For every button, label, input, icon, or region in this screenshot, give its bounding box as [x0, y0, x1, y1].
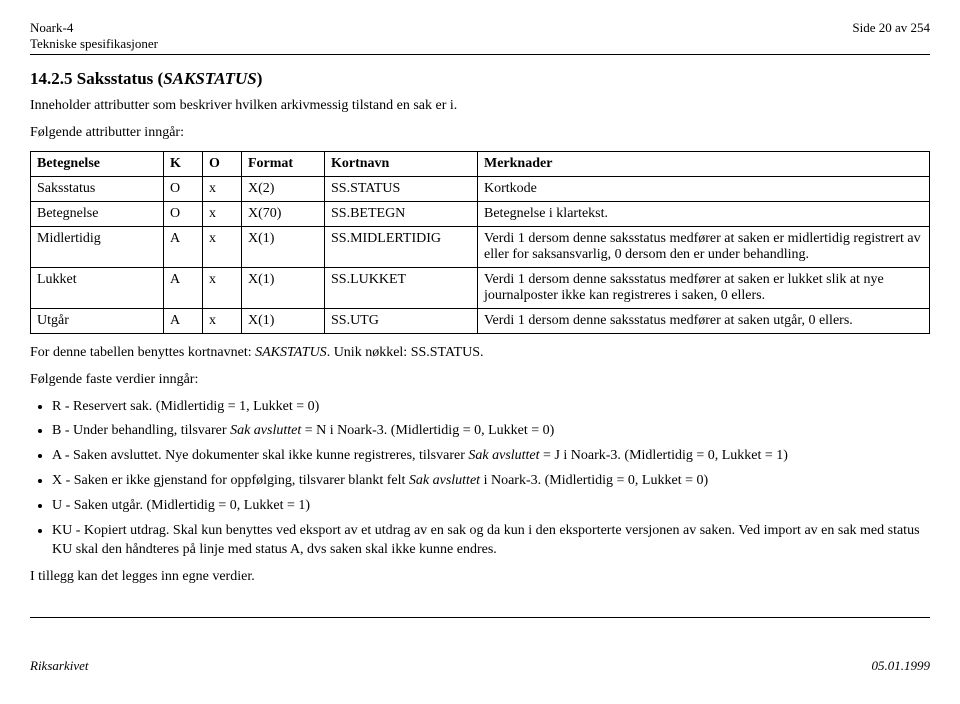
col-format: Format	[242, 151, 325, 176]
table-cell: x	[203, 226, 242, 267]
footer-left: Riksarkivet	[30, 658, 88, 674]
heading-text: 14.2.5 Saksstatus (	[30, 69, 163, 88]
list-item: A - Saken avsluttet. Nye dokumenter skal…	[52, 447, 930, 466]
table-cell: SS.STATUS	[325, 176, 478, 201]
table-header-row: Betegnelse K O Format Kortnavn Merknader	[31, 151, 930, 176]
table-cell: x	[203, 176, 242, 201]
table-cell: Betegnelse	[31, 201, 164, 226]
list-item: B - Under behandling, tilsvarer Sak avsl…	[52, 422, 930, 441]
note-a: For denne tabellen benyttes kortnavnet:	[30, 345, 255, 360]
attributes-intro: Følgende attributter inngår:	[30, 124, 930, 143]
page-number: Side 20 av 254	[852, 20, 930, 52]
table-cell: Verdi 1 dersom denne saksstatus medfører…	[478, 308, 930, 333]
table-cell: X(1)	[242, 226, 325, 267]
table-cell: x	[203, 201, 242, 226]
heading-italic: SAKSTATUS	[163, 69, 257, 88]
header-divider	[30, 54, 930, 55]
section-intro: Inneholder attributter som beskriver hvi…	[30, 97, 930, 116]
table-cell: x	[203, 308, 242, 333]
doc-title: Noark-4	[30, 20, 158, 36]
heading-close: )	[257, 69, 263, 88]
fixed-values-intro: Følgende faste verdier inngår:	[30, 371, 930, 390]
note-italic: SAKSTATUS	[255, 345, 327, 360]
footer-right: 05.01.1999	[872, 658, 931, 674]
page-footer: Riksarkivet 05.01.1999	[30, 658, 930, 674]
table-cell: SS.UTG	[325, 308, 478, 333]
table-cell: SS.MIDLERTIDIG	[325, 226, 478, 267]
list-item: KU - Kopiert utdrag. Skal kun benyttes v…	[52, 522, 930, 560]
table-cell: SS.LUKKET	[325, 267, 478, 308]
post-table-note: For denne tabellen benyttes kortnavnet: …	[30, 344, 930, 363]
table-cell: X(2)	[242, 176, 325, 201]
table-row: MidlertidigAxX(1)SS.MIDLERTIDIGVerdi 1 d…	[31, 226, 930, 267]
table-cell: Betegnelse i klartekst.	[478, 201, 930, 226]
table-cell: Lukket	[31, 267, 164, 308]
table-row: UtgårAxX(1)SS.UTGVerdi 1 dersom denne sa…	[31, 308, 930, 333]
col-merknader: Merknader	[478, 151, 930, 176]
section-heading: 14.2.5 Saksstatus (SAKSTATUS)	[30, 69, 930, 89]
table-cell: Saksstatus	[31, 176, 164, 201]
table-cell: X(1)	[242, 308, 325, 333]
doc-subtitle: Tekniske spesifikasjoner	[30, 36, 158, 52]
note-c: SS.STATUS.	[411, 345, 484, 360]
table-cell: A	[164, 226, 203, 267]
note-b: . Unik nøkkel:	[327, 345, 411, 360]
table-cell: O	[164, 176, 203, 201]
table-cell: Kortkode	[478, 176, 930, 201]
table-cell: x	[203, 267, 242, 308]
page-header: Noark-4 Tekniske spesifikasjoner Side 20…	[30, 20, 930, 52]
table-cell: Midlertidig	[31, 226, 164, 267]
table-cell: SS.BETEGN	[325, 201, 478, 226]
col-betegnelse: Betegnelse	[31, 151, 164, 176]
table-cell: A	[164, 308, 203, 333]
col-o: O	[203, 151, 242, 176]
table-cell: Utgår	[31, 308, 164, 333]
col-k: K	[164, 151, 203, 176]
table-cell: O	[164, 201, 203, 226]
table-row: LukketAxX(1)SS.LUKKETVerdi 1 dersom denn…	[31, 267, 930, 308]
header-left: Noark-4 Tekniske spesifikasjoner	[30, 20, 158, 52]
table-cell: X(1)	[242, 267, 325, 308]
footer-divider	[30, 617, 930, 618]
table-row: BetegnelseOxX(70)SS.BETEGNBetegnelse i k…	[31, 201, 930, 226]
closing-text: I tillegg kan det legges inn egne verdie…	[30, 568, 930, 587]
list-item: U - Saken utgår. (Midlertidig = 0, Lukke…	[52, 497, 930, 516]
col-kortnavn: Kortnavn	[325, 151, 478, 176]
table-cell: Verdi 1 dersom denne saksstatus medfører…	[478, 226, 930, 267]
table-cell: Verdi 1 dersom denne saksstatus medfører…	[478, 267, 930, 308]
list-item: X - Saken er ikke gjenstand for oppfølgi…	[52, 472, 930, 491]
table-row: SaksstatusOxX(2)SS.STATUSKortkode	[31, 176, 930, 201]
fixed-values-list: R - Reservert sak. (Midlertidig = 1, Luk…	[52, 398, 930, 560]
attributes-table: Betegnelse K O Format Kortnavn Merknader…	[30, 151, 930, 334]
table-cell: A	[164, 267, 203, 308]
list-item: R - Reservert sak. (Midlertidig = 1, Luk…	[52, 398, 930, 417]
table-cell: X(70)	[242, 201, 325, 226]
